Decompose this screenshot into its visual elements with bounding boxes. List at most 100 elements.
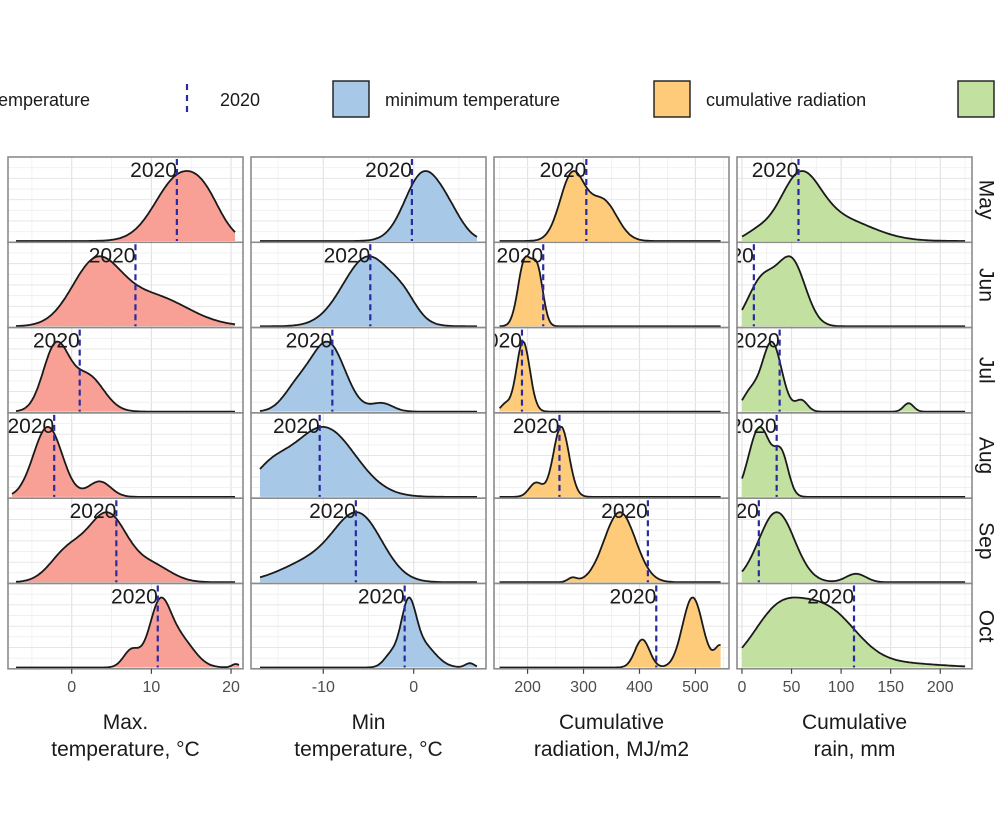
x-tick-label: 300 <box>570 679 597 696</box>
density-rad-oct: 2020 <box>499 585 721 669</box>
marker-2020-label: 2020 <box>70 500 117 523</box>
density-fill <box>499 512 721 583</box>
marker-2020-label: 2020 <box>610 586 657 609</box>
density-line <box>259 511 477 584</box>
density-rad-sep: 2020 <box>499 500 721 584</box>
x-tick-label: 200 <box>927 679 954 696</box>
panel-rain-sep: 2020 <box>712 497 973 585</box>
x-axis-title-line: Cumulative <box>802 711 907 734</box>
density-fill <box>16 171 235 241</box>
column-tmax: 2020 2020 2020 2020 2020 2020 <box>7 156 244 670</box>
legend-label-1: 2020 <box>220 90 260 110</box>
x-tick-label: 400 <box>626 679 653 696</box>
legend: emperature 2020 minimum temperature cumulat… <box>0 80 995 118</box>
facet-grid: 2020202020202020202020202020202020202020… <box>7 156 973 670</box>
panel-rain-oct: 2020 <box>736 582 973 670</box>
panel-border <box>736 582 973 670</box>
density-fill <box>16 597 239 668</box>
strip-label-jul: Jul <box>975 357 998 384</box>
density-tmin-may: 2020 <box>260 159 478 242</box>
density-rain-oct: 2020 <box>741 585 966 668</box>
strip-label-jun: Jun <box>975 268 998 302</box>
panel-rain-aug: 2020 <box>730 412 973 499</box>
density-fill <box>742 256 966 327</box>
marker-2020-label: 2020 <box>324 244 371 267</box>
density-tmax-oct: 2020 <box>16 585 240 669</box>
density-rain-jul: 2020 <box>733 329 966 413</box>
density-rad-aug: 2020 <box>499 414 721 498</box>
marker-2020-label: 2020 <box>707 244 754 267</box>
panel-tmin-jun: 2020 <box>250 241 487 329</box>
x-tick-label: 10 <box>142 679 160 696</box>
x-axis-title-line: temperature, °C <box>294 738 442 761</box>
density-line <box>259 426 477 498</box>
density-fill <box>499 597 721 668</box>
x-tick-label: 0 <box>409 679 418 696</box>
density-rain-sep: 2020 <box>712 500 966 584</box>
marker-2020-label: 2020 <box>130 159 177 182</box>
x-tick-label: 50 <box>783 679 801 696</box>
column-rain: 2020 2020 2020 2020 2020 2020 <box>707 156 973 670</box>
density-line <box>741 255 966 328</box>
marker-2020-label: 2020 <box>712 500 759 523</box>
marker-2020-label: 2020 <box>730 415 777 438</box>
x-axis-rad: 200 300 400 500 Cumulative radiation, MJ/m2 <box>514 668 709 761</box>
marker-2020-label: 2020 <box>273 415 320 438</box>
density-tmax-aug: 2020 <box>7 414 235 498</box>
legend-label-3: cumulative radiation <box>706 90 866 110</box>
marker-2020-label: 2020 <box>89 244 136 267</box>
density-fill <box>260 426 477 497</box>
density-fill <box>499 256 721 327</box>
density-line <box>499 170 721 242</box>
marker-2020-label: 2020 <box>540 159 587 182</box>
panel-tmax-may: 2020 <box>7 156 244 244</box>
x-tick-label: 200 <box>514 679 541 696</box>
panel-tmin-sep: 2020 <box>250 497 487 585</box>
strip-label-oct: Oct <box>975 610 998 643</box>
marker-2020-label: 2020 <box>601 500 648 523</box>
panel-tmax-oct: 2020 <box>7 582 244 670</box>
density-tmin-sep: 2020 <box>259 500 477 584</box>
density-line <box>499 511 721 584</box>
x-axes: 0 10 20 Max. temperature, °C -10 0 Min temperatu… <box>51 668 954 761</box>
panel-border <box>493 582 730 670</box>
marker-2020-label: 2020 <box>733 330 780 353</box>
density-tmax-jul: 2020 <box>15 329 235 413</box>
panel-grid <box>737 412 972 499</box>
panel-rad-oct: 2020 <box>493 582 730 670</box>
row-strips: May Jun Jul Aug Sep Oct <box>975 180 998 643</box>
density-tmax-may: 2020 <box>16 159 236 242</box>
density-tmin-jun: 2020 <box>260 244 477 328</box>
density-line <box>260 596 478 669</box>
panel-tmax-jul: 2020 <box>7 326 244 414</box>
marker-2020-label: 2020 <box>807 586 854 609</box>
panel-rain-jun: 2020 <box>707 241 973 329</box>
x-tick-label: 100 <box>828 679 855 696</box>
x-axis-title-line: radiation, MJ/m2 <box>534 738 689 761</box>
panel-rad-may: 2020 <box>493 156 730 244</box>
strip-label-sep: Sep <box>975 522 998 559</box>
density-fill <box>16 512 235 583</box>
panel-rain-may: 2020 <box>736 156 973 244</box>
marker-2020-label: 2020 <box>752 159 799 182</box>
marker-2020-label: 2020 <box>513 415 560 438</box>
density-line <box>741 511 966 584</box>
density-tmin-aug: 2020 <box>259 414 477 498</box>
density-fill <box>260 256 477 327</box>
density-fill <box>260 171 477 241</box>
panel-tmin-aug: 2020 <box>250 412 487 499</box>
density-fill <box>12 426 235 497</box>
marker-2020-label: 2020 <box>7 415 54 438</box>
panel-grid <box>251 583 486 669</box>
panel-tmin-oct: 2020 <box>250 582 487 670</box>
panel-rain-jul: 2020 <box>733 326 973 414</box>
marker-2020-label: 2020 <box>365 159 412 182</box>
marker-2020-label: 2020 <box>286 330 333 353</box>
legend-label-2: minimum temperature <box>385 90 560 110</box>
panel-rad-aug: 2020 <box>493 412 730 499</box>
panel-grid <box>494 327 729 413</box>
density-fill <box>742 512 966 583</box>
density-fill <box>16 256 235 327</box>
density-fill <box>260 512 477 583</box>
density-line <box>16 596 240 669</box>
